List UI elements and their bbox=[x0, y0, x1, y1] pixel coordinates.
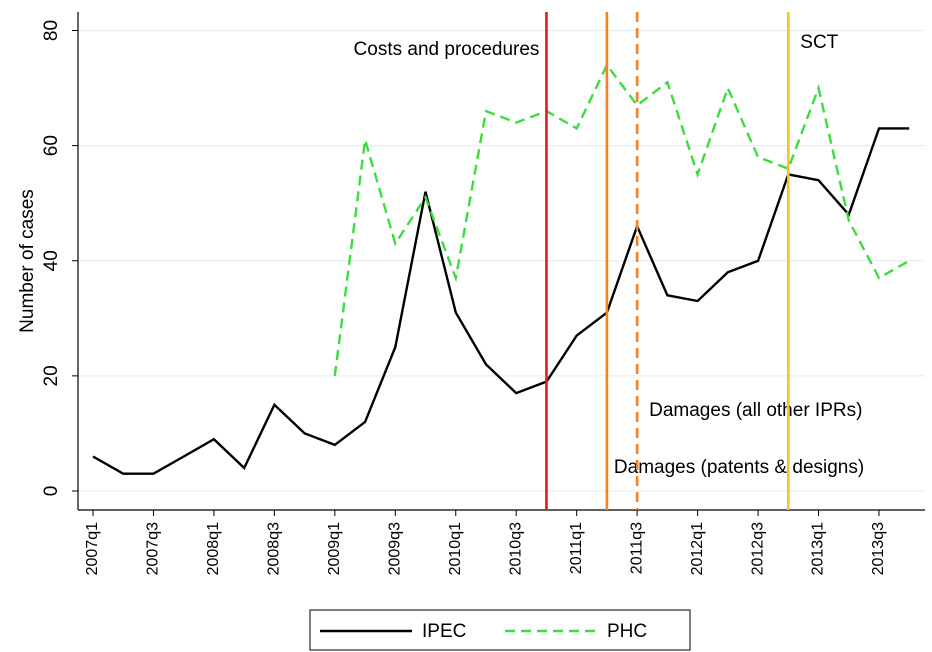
y-tick-label: 60 bbox=[41, 135, 62, 156]
legend-label: IPEC bbox=[422, 621, 466, 642]
series-line bbox=[92, 127, 910, 475]
x-tick-label: 2007q1 bbox=[84, 522, 101, 575]
x-tick-label: 2011q3 bbox=[628, 522, 645, 574]
x-tick-label: 2012q3 bbox=[749, 522, 766, 575]
y-tick-label: 20 bbox=[41, 365, 62, 386]
x-tick-label: 2013q1 bbox=[810, 522, 827, 575]
series-line bbox=[333, 62, 910, 377]
x-tick-label: 2012q1 bbox=[689, 522, 706, 575]
y-tick-label: 80 bbox=[41, 20, 62, 41]
reference-label: SCT bbox=[800, 32, 838, 53]
x-tick-label: 2008q3 bbox=[266, 522, 283, 575]
reference-label: Damages (patents & designs) bbox=[614, 457, 864, 478]
y-tick-label: 0 bbox=[41, 486, 62, 497]
reference-label: Damages (all other IPRs) bbox=[649, 400, 862, 421]
x-tick-label: 2010q3 bbox=[507, 522, 524, 575]
x-tick-label: 2013q3 bbox=[870, 522, 887, 575]
x-tick-label: 2008q1 bbox=[205, 522, 222, 575]
x-tick-label: 2009q3 bbox=[387, 522, 404, 575]
y-axis-label: Number of cases bbox=[17, 189, 38, 333]
reference-label: Costs and procedures bbox=[354, 39, 540, 60]
x-tick-label: 2009q1 bbox=[326, 522, 343, 575]
legend-label: PHC bbox=[607, 621, 647, 642]
x-tick-label: 2010q1 bbox=[447, 522, 464, 575]
y-tick-label: 40 bbox=[41, 250, 62, 271]
x-tick-label: 2007q3 bbox=[145, 522, 162, 575]
x-tick-label: 2011q1 bbox=[568, 522, 585, 574]
